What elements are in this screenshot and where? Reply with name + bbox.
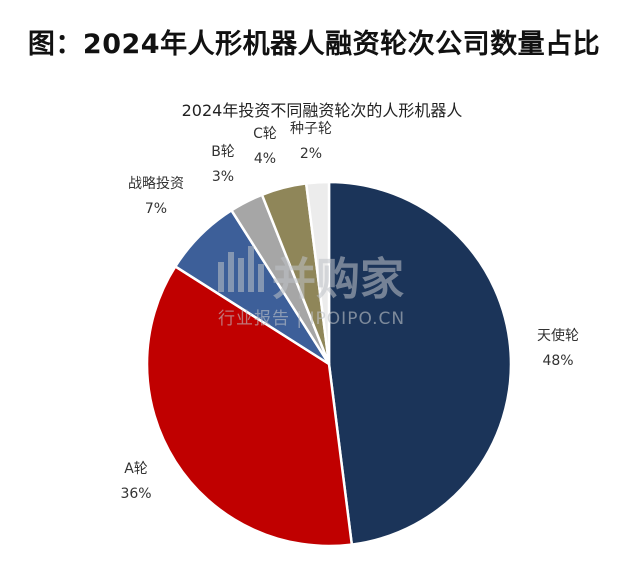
- watermark-tagline: 行业报告 | IPOIPO.CN: [218, 309, 405, 329]
- watermark-logo-icon: [218, 246, 264, 292]
- slice-label-name: 战略投资: [128, 176, 184, 192]
- slice-label-name: C轮: [253, 126, 277, 142]
- watermark: 并购家 行业报告 | IPOIPO.CN: [218, 246, 405, 329]
- pie-slice-1: [327, 180, 513, 546]
- slice-label-value: 7%: [145, 201, 167, 217]
- slice-label-value: 4%: [254, 151, 276, 167]
- slice-label-value: 48%: [542, 353, 573, 369]
- slice-label-name: 种子轮: [290, 121, 332, 137]
- slice-label-value: 36%: [120, 486, 151, 502]
- slice-label-value: 3%: [212, 169, 234, 185]
- pie-slice-2: [145, 264, 354, 548]
- slice-label-value: 2%: [300, 146, 322, 162]
- pie-slice-6: [304, 180, 331, 365]
- pie-labels: 天使轮 48% A轮 36% 战略投资 7% B轮 3% C轮 4% 种子轮 2%: [120, 121, 579, 502]
- pie-slices: [145, 180, 513, 548]
- watermark-brand: 并购家: [272, 254, 404, 305]
- chart-title: 2024年投资不同融资轮次的人形机器人: [182, 101, 463, 120]
- slice-label-name: 天使轮: [537, 327, 579, 344]
- slice-label-name: B轮: [211, 144, 235, 160]
- page-title: 图：2024年人形机器人融资轮次公司数量占比: [27, 29, 601, 60]
- slice-label-name: A轮: [124, 461, 148, 477]
